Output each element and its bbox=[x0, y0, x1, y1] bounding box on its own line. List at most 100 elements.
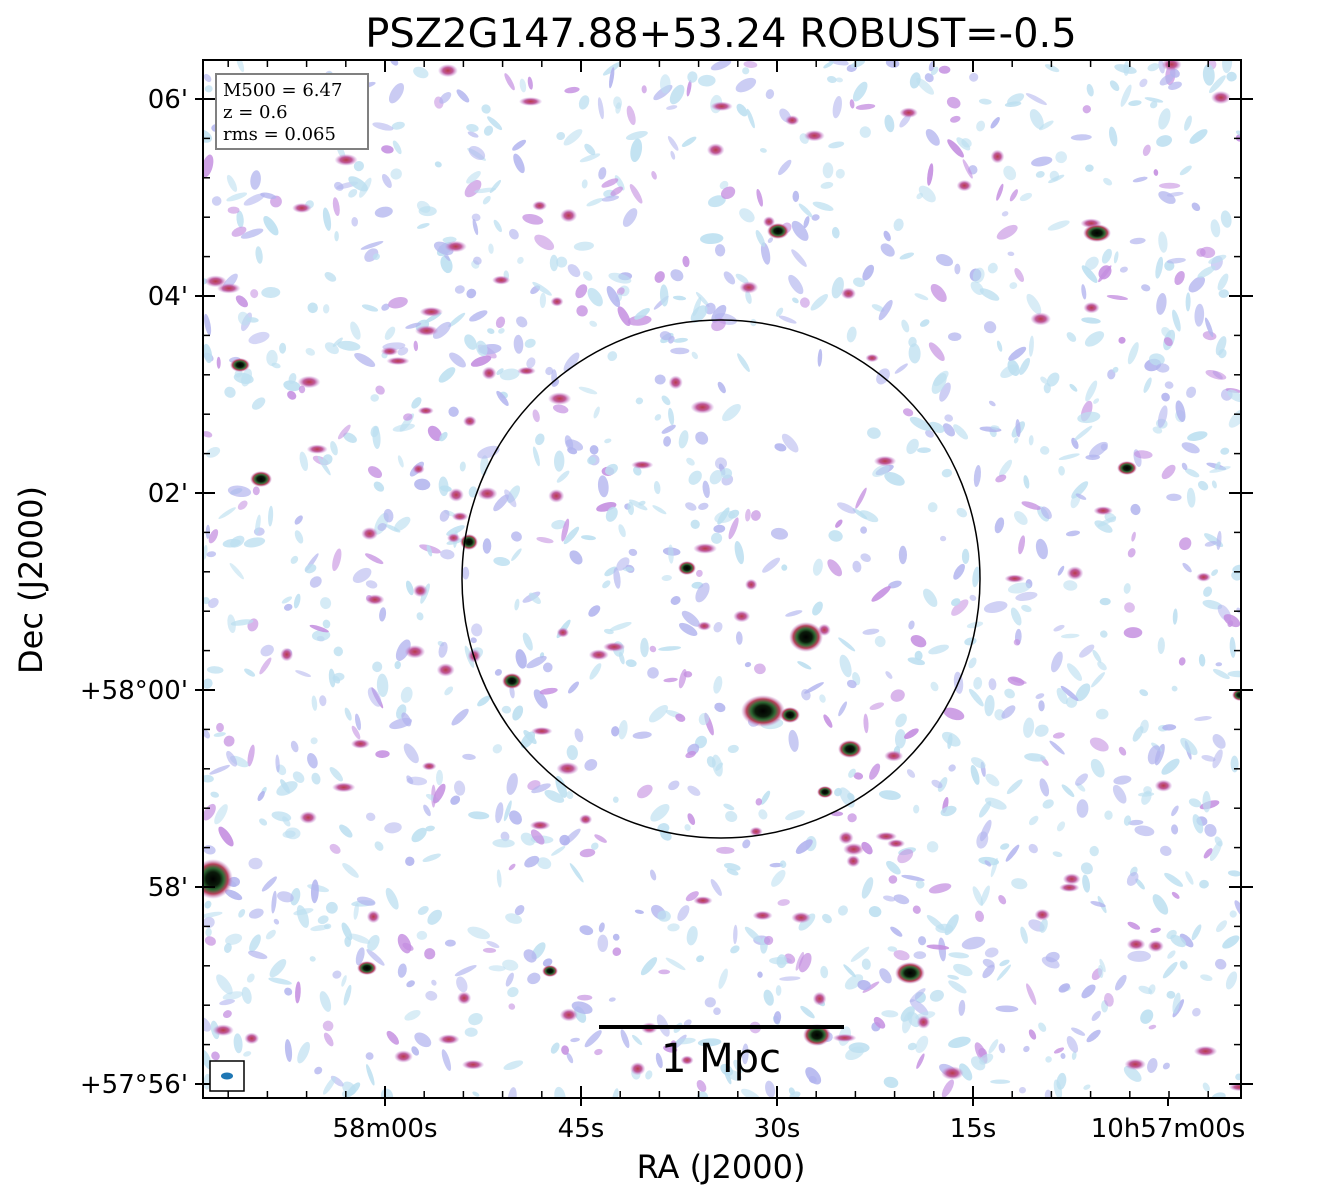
weak-source bbox=[697, 621, 712, 631]
noise-blob bbox=[411, 827, 427, 843]
noise-blob bbox=[773, 1011, 782, 1025]
noise-blob bbox=[710, 60, 732, 71]
noise-blob bbox=[416, 222, 430, 229]
noise-blob bbox=[1144, 97, 1164, 103]
noise-blob bbox=[804, 682, 824, 694]
noise-blob bbox=[1026, 293, 1042, 315]
noise-blob bbox=[704, 997, 716, 1008]
noise-blob bbox=[556, 131, 566, 141]
noise-blob bbox=[503, 1060, 524, 1071]
noise-blob bbox=[742, 839, 751, 849]
weak-source bbox=[1034, 908, 1051, 921]
noise-blob bbox=[763, 935, 774, 945]
noise-blob bbox=[524, 855, 540, 868]
noise-blob bbox=[500, 831, 510, 842]
noise-blob bbox=[494, 669, 502, 676]
noise-blob bbox=[522, 213, 544, 225]
noise-blob bbox=[848, 768, 856, 778]
noise-blob bbox=[980, 819, 992, 842]
weak-source bbox=[556, 627, 570, 638]
noise-blob bbox=[973, 464, 981, 488]
noise-blob bbox=[251, 397, 266, 410]
noise-blob bbox=[690, 305, 708, 323]
noise-blob bbox=[317, 915, 329, 924]
noise-blob bbox=[468, 811, 490, 820]
weak-source bbox=[350, 738, 370, 749]
noise-blob bbox=[657, 910, 671, 922]
noise-blob bbox=[574, 728, 584, 743]
noise-blob bbox=[942, 423, 955, 437]
noise-blob bbox=[332, 970, 342, 979]
noise-blob bbox=[853, 772, 864, 780]
noise-blob bbox=[507, 987, 519, 998]
noise-blob bbox=[713, 675, 723, 694]
noise-blob bbox=[551, 519, 566, 530]
noise-blob bbox=[940, 805, 957, 817]
noise-blob bbox=[909, 416, 932, 431]
noise-blob bbox=[846, 326, 857, 343]
noise-blob bbox=[283, 603, 293, 611]
noise-blob bbox=[822, 913, 832, 924]
weak-source bbox=[461, 1059, 485, 1070]
noise-blob bbox=[1142, 144, 1151, 156]
noise-blob bbox=[999, 959, 1010, 967]
noise-blob bbox=[1210, 219, 1221, 238]
noise-blob bbox=[1212, 749, 1223, 769]
noise-blob bbox=[566, 745, 578, 761]
noise-blob bbox=[697, 1038, 722, 1047]
noise-blob bbox=[1034, 724, 1049, 737]
noise-blob bbox=[1225, 971, 1238, 990]
noise-blob bbox=[1218, 289, 1229, 298]
noise-blob bbox=[304, 564, 317, 574]
noise-blob bbox=[297, 1041, 310, 1064]
noise-blob bbox=[203, 597, 210, 605]
noise-blob bbox=[726, 868, 739, 876]
noise-blob bbox=[411, 397, 422, 409]
noise-blob bbox=[433, 783, 446, 804]
noise-blob bbox=[760, 790, 771, 805]
noise-blob bbox=[1075, 683, 1091, 702]
noise-blob bbox=[658, 646, 682, 651]
noise-blob bbox=[235, 295, 248, 308]
y-tick-label: 04' bbox=[148, 282, 188, 312]
noise-blob bbox=[1161, 326, 1171, 338]
noise-blob bbox=[988, 400, 996, 407]
noise-blob bbox=[354, 352, 376, 368]
y-tick-label: +57°56' bbox=[80, 1070, 188, 1100]
noise-blob bbox=[1104, 810, 1113, 820]
noise-blob bbox=[698, 502, 709, 510]
noise-blob bbox=[1167, 950, 1176, 959]
noise-blob bbox=[948, 332, 962, 342]
noise-blob bbox=[584, 759, 598, 771]
noise-blob bbox=[608, 272, 632, 284]
noise-blob bbox=[723, 271, 736, 285]
noise-blob bbox=[496, 368, 504, 375]
noise-blob bbox=[923, 588, 938, 607]
noise-blob bbox=[884, 472, 905, 486]
noise-blob bbox=[1126, 872, 1139, 886]
noise-blob bbox=[211, 1051, 220, 1061]
noise-blob bbox=[551, 846, 566, 856]
noise-blob bbox=[948, 764, 956, 772]
noise-blob bbox=[678, 430, 689, 449]
noise-blob bbox=[1003, 165, 1017, 181]
noise-blob bbox=[1058, 983, 1070, 993]
noise-blob bbox=[979, 288, 1000, 301]
noise-blob bbox=[487, 116, 503, 131]
weak-source bbox=[812, 991, 827, 1006]
noise-blob bbox=[584, 1030, 602, 1048]
noise-blob bbox=[230, 619, 254, 626]
noise-blob bbox=[1138, 985, 1153, 995]
noise-blob bbox=[604, 566, 618, 577]
noise-blob bbox=[519, 78, 527, 93]
weak-source bbox=[334, 154, 358, 166]
noise-blob bbox=[237, 500, 248, 510]
noise-blob bbox=[733, 924, 738, 945]
weak-source bbox=[1154, 779, 1173, 792]
noise-blob bbox=[869, 763, 881, 780]
point-source bbox=[789, 622, 823, 652]
noise-blob bbox=[397, 347, 409, 356]
noise-blob bbox=[998, 1043, 1006, 1054]
noise-blob bbox=[533, 689, 548, 709]
weak-source bbox=[419, 306, 443, 317]
